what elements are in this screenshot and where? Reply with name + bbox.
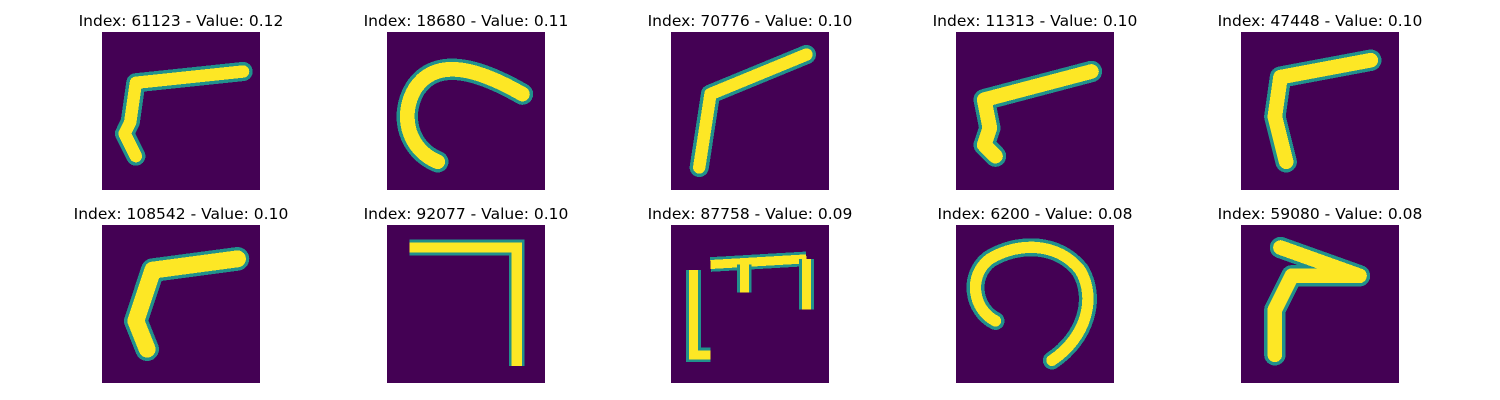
panel-title: Index: 6200 - Value: 0.08 — [937, 205, 1133, 223]
panel-title: Index: 61123 - Value: 0.12 — [78, 12, 284, 30]
panel-title: Index: 108542 - Value: 0.10 — [73, 205, 289, 223]
panel-title: Index: 47448 - Value: 0.10 — [1217, 12, 1423, 30]
digit-image — [1241, 225, 1399, 383]
digit-image — [956, 32, 1114, 190]
digit-image — [1241, 32, 1399, 190]
grid-panel: Index: 61123 - Value: 0.12 — [51, 10, 311, 200]
panel-title: Index: 92077 - Value: 0.10 — [363, 205, 569, 223]
digit-image — [387, 225, 545, 383]
digit-image — [671, 32, 829, 190]
grid-panel: Index: 70776 - Value: 0.10 — [620, 10, 880, 200]
grid-panel: Index: 92077 - Value: 0.10 — [336, 203, 596, 393]
digit-image — [387, 32, 545, 190]
grid-panel: Index: 59080 - Value: 0.08 — [1190, 203, 1450, 393]
panel-title: Index: 11313 - Value: 0.10 — [932, 12, 1138, 30]
panel-title: Index: 70776 - Value: 0.10 — [647, 12, 853, 30]
grid-panel: Index: 18680 - Value: 0.11 — [336, 10, 596, 200]
panel-title: Index: 87758 - Value: 0.09 — [647, 205, 853, 223]
digit-image — [956, 225, 1114, 383]
digit-image — [102, 32, 260, 190]
digit-image — [671, 225, 829, 383]
digit-image — [102, 225, 260, 383]
grid-panel: Index: 11313 - Value: 0.10 — [905, 10, 1165, 200]
grid-panel: Index: 6200 - Value: 0.08 — [905, 203, 1165, 393]
grid-panel: Index: 87758 - Value: 0.09 — [620, 203, 880, 393]
grid-panel: Index: 47448 - Value: 0.10 — [1190, 10, 1450, 200]
panel-title: Index: 59080 - Value: 0.08 — [1217, 205, 1423, 223]
panel-title: Index: 18680 - Value: 0.11 — [363, 12, 569, 30]
grid-panel: Index: 108542 - Value: 0.10 — [51, 203, 311, 393]
